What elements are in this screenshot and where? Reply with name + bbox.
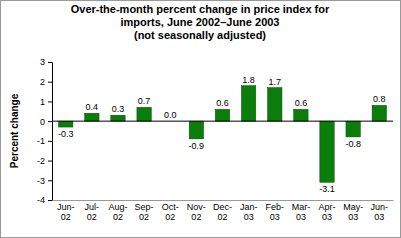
y-tick-label: 2: [40, 77, 45, 87]
bar: [372, 105, 386, 121]
y-axis: -4 -3 -2 -1 0 1 2 3: [37, 57, 53, 205]
x-tick-label: Feb-03: [266, 202, 285, 222]
bar: [137, 107, 151, 121]
bar: [59, 121, 73, 127]
bar: [241, 86, 255, 121]
x-tick: Apr-03: [319, 200, 336, 222]
y-tick: 1: [40, 97, 52, 107]
x-tick-label: Apr-03: [319, 202, 336, 222]
bar: [215, 109, 229, 121]
y-tick: -1: [37, 136, 52, 146]
frame: [1, 1, 401, 238]
x-tick: Oct-02: [162, 200, 179, 222]
x-tick: Mar-03: [292, 200, 311, 222]
subtitle: (not seasonally adjusted): [134, 29, 266, 41]
x-tick: Jun-02: [57, 200, 75, 222]
x-tick: Nov-02: [187, 200, 206, 222]
x-tick: Jun-03: [371, 200, 389, 222]
x-tick-label: Aug-02: [108, 202, 127, 222]
x-tick-label: Oct-02: [162, 202, 179, 222]
data-label: 0.3: [112, 104, 125, 114]
x-tick: Feb-03: [266, 200, 285, 222]
x-tick: Jan-03: [240, 200, 258, 222]
y-tick: 0: [40, 117, 52, 127]
x-tick-label: Jun-03: [371, 202, 389, 222]
chart: Over-the-month percent change in price i…: [0, 0, 401, 238]
bar: [294, 109, 308, 121]
y-tick-label: 1: [40, 97, 45, 107]
data-label: -3.1: [319, 184, 335, 194]
y-tick-label: -2: [37, 156, 45, 166]
bar: [189, 121, 203, 139]
y-tick: -3: [37, 176, 52, 186]
bar: [111, 115, 125, 121]
bars: [59, 86, 387, 183]
data-label: 0.7: [138, 96, 151, 106]
y-tick: -2: [37, 156, 52, 166]
x-tick-label: Dec-02: [213, 202, 232, 222]
bar: [268, 88, 282, 122]
title: Over-the-month percent change in price i…: [71, 3, 330, 28]
data-label: -0.3: [58, 129, 74, 139]
y-tick: 3: [40, 57, 52, 67]
y-tick-mark: [48, 141, 52, 142]
x-axis-line: [53, 200, 394, 201]
y-tick-mark: [48, 200, 52, 201]
data-labels: -0.3 0.4 0.3 0.7 0.0 -0.9 0.6 1.8 1.7 0.6 -3.1 -0.8…: [58, 75, 386, 195]
y-tick-mark: [48, 121, 52, 122]
data-label: 0.4: [86, 102, 99, 112]
data-label: 1.8: [242, 75, 255, 85]
y-tick-label: 3: [40, 57, 45, 67]
y-tick-mark: [48, 161, 52, 162]
y-axis-line: [48, 63, 53, 201]
x-tick-label: Jun-02: [57, 202, 75, 222]
x-tick: Sep-02: [135, 200, 154, 222]
x-tick-label: Jan-03: [240, 202, 258, 222]
data-label: 0.0: [164, 110, 177, 120]
data-label: 0.6: [216, 98, 229, 108]
y-tick-mark: [48, 62, 52, 63]
x-tick: Aug-02: [108, 200, 127, 222]
x-tick: May-03: [343, 200, 363, 222]
bar: [320, 121, 334, 182]
y-tick-mark: [48, 101, 52, 102]
x-tick-label: Nov-02: [187, 202, 206, 222]
bar: [85, 113, 99, 121]
bar: [346, 121, 360, 137]
x-tick-label: May-03: [343, 202, 363, 222]
y-axis-title: Percent change: [9, 93, 20, 168]
x-tick-label: Mar-03: [292, 202, 311, 222]
x-axis: Jun-02 Jul-02 Aug-02 Sep-02 Oct-02 Nov-02 Dec-…: [53, 200, 394, 222]
data-label: 0.6: [295, 98, 308, 108]
data-label: -0.9: [189, 141, 205, 151]
data-label: 1.7: [269, 77, 282, 87]
x-tick-label: Jul-02: [85, 202, 100, 222]
x-tick-label: Sep-02: [135, 202, 154, 222]
y-tick-mark: [48, 180, 52, 181]
y-tick-label: 0: [40, 117, 45, 127]
y-tick-mark: [48, 82, 52, 83]
x-tick: Jul-02: [85, 200, 100, 222]
y-tick-label: -3: [37, 176, 45, 186]
data-label: 0.8: [373, 94, 386, 104]
x-tick: Dec-02: [213, 200, 232, 222]
zero-line: [52, 121, 393, 122]
y-tick: 2: [40, 77, 52, 87]
data-label: -0.8: [345, 139, 361, 149]
y-tick: -4: [37, 195, 52, 205]
y-tick-label: -1: [37, 136, 45, 146]
y-tick-label: -4: [37, 195, 45, 205]
